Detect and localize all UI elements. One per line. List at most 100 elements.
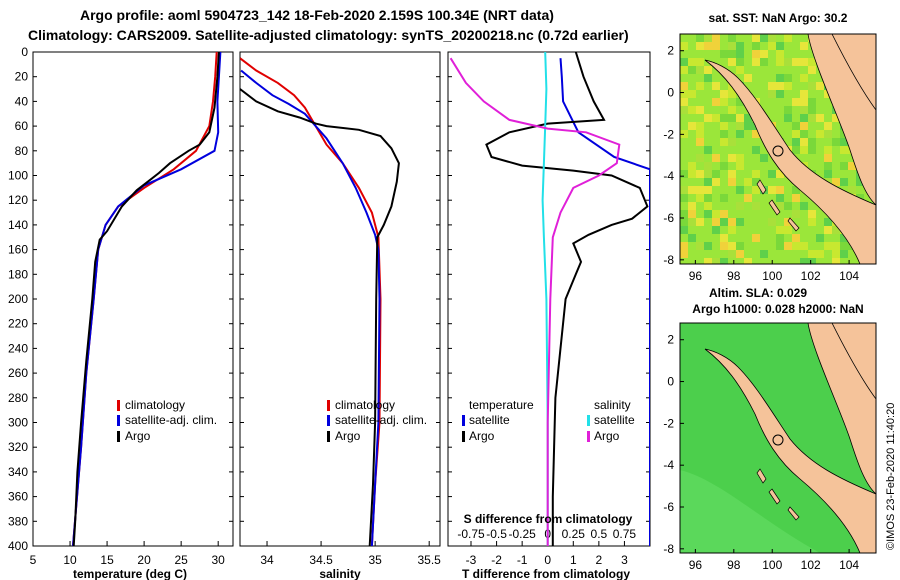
- sst-cell: [768, 90, 776, 98]
- sst-cell: [784, 218, 792, 226]
- sst-cell: [784, 242, 792, 250]
- sst-cell: [744, 74, 752, 82]
- sst-cell: [856, 178, 864, 186]
- legend-swatch-s-satellite: [587, 415, 590, 426]
- sst-cell: [696, 122, 704, 130]
- sst-cell: [800, 98, 808, 106]
- sst-cell: [704, 210, 712, 218]
- sst-cell: [792, 58, 800, 66]
- sst-cell: [808, 98, 816, 106]
- sst-cell: [832, 258, 840, 264]
- sst-cell: [704, 202, 712, 210]
- sst-cell: [680, 242, 688, 250]
- sst-cell: [760, 154, 768, 162]
- sst-cell: [720, 194, 728, 202]
- sst-cell: [776, 82, 784, 90]
- difference-plot-frame: [447, 51, 651, 547]
- map-y-tick-label: -8: [663, 542, 674, 556]
- sst-cell: [792, 234, 800, 242]
- sst-cell: [712, 154, 720, 162]
- sst-cell: [784, 82, 792, 90]
- depth-axis: 0 20 40 60 80 100 120 140 160 180 200 220 240 260 280 3…: [8, 45, 650, 553]
- sst-cell: [808, 58, 816, 66]
- argo-location-marker-2: [772, 434, 784, 446]
- sst-cell: [720, 138, 728, 146]
- sla-ocean-shade: [680, 470, 820, 553]
- sst-cell: [808, 218, 816, 226]
- sst-cell: [784, 114, 792, 122]
- sst-cell: [704, 114, 712, 122]
- sst-cell: [696, 170, 704, 178]
- sst-cell: [808, 210, 816, 218]
- legend-swatch-s-argo: [587, 431, 590, 442]
- salinity-series: [240, 57, 400, 546]
- sst-cell: [800, 106, 808, 114]
- sst-cell: [704, 194, 712, 202]
- sst-cell: [792, 210, 800, 218]
- sst-cell: [840, 138, 848, 146]
- sst-cell: [776, 242, 784, 250]
- sst-cell: [712, 42, 720, 50]
- sst-cell: [800, 74, 808, 82]
- map2-axes: 2 0 -2 -4 -6 -8 96 98 100 102 104: [663, 333, 859, 572]
- sst-cell: [848, 186, 856, 194]
- difference-xlabel: T difference from climatology: [462, 567, 630, 580]
- sst-cell: [696, 154, 704, 162]
- sst-cell: [680, 82, 688, 90]
- sst-cell: [680, 218, 688, 226]
- depth-tick-label: 360: [8, 490, 28, 504]
- sst-cell: [744, 258, 752, 264]
- sst-cell: [776, 226, 784, 234]
- legend-swatch-satellite: [117, 415, 120, 426]
- sst-cell: [696, 82, 704, 90]
- sst-cell: [688, 66, 696, 74]
- sst-cell: [736, 66, 744, 74]
- x-tick-label: 34: [260, 553, 274, 567]
- depth-tick-label: 80: [15, 144, 29, 158]
- sst-cell: [784, 202, 792, 210]
- x-tick-label: 20: [137, 553, 151, 567]
- sst-cell: [792, 122, 800, 130]
- sst-cell: [744, 194, 752, 202]
- sst-cell: [840, 146, 848, 154]
- sst-cell: [728, 154, 736, 162]
- sst-cell: [728, 90, 736, 98]
- depth-tick-label: 220: [8, 317, 28, 331]
- sst-cell: [720, 98, 728, 106]
- sst-cell: [680, 90, 688, 98]
- map-x-tick-label: 96: [689, 558, 703, 572]
- sst-cell: [728, 42, 736, 50]
- sst-cell: [688, 90, 696, 98]
- depth-tick-label: 180: [8, 267, 28, 281]
- sst-cell: [696, 106, 704, 114]
- argo-location-marker: [772, 145, 784, 157]
- sst-cell: [760, 58, 768, 66]
- x-tick-label: 25: [174, 553, 188, 567]
- sst-cell: [840, 242, 848, 250]
- x-tick-label: 5: [30, 553, 37, 567]
- sst-cell: [688, 170, 696, 178]
- map-x-tick-label: 98: [727, 269, 741, 283]
- series-line-argo: [72, 52, 220, 546]
- temperature-plot-frame: [32, 51, 234, 547]
- sst-cell: [808, 146, 816, 154]
- sst-cell: [752, 130, 760, 138]
- sst-cell: [736, 162, 744, 170]
- legend-swatch-climatology: [117, 400, 120, 411]
- difference-legend: temperature satellite Argo salinity sate…: [462, 398, 635, 443]
- sst-cell: [800, 202, 808, 210]
- sst-cell: [816, 130, 824, 138]
- sst-cell: [768, 42, 776, 50]
- sst-cell: [840, 234, 848, 242]
- temperature-xlabel: temperature (deg C): [73, 567, 187, 580]
- sst-cell: [760, 250, 768, 258]
- sst-cell: [848, 162, 856, 170]
- sst-cell: [760, 34, 768, 42]
- sst-cell: [680, 226, 688, 234]
- temperature-legend: climatology satellite-adj. clim. Argo: [117, 398, 217, 443]
- title-line-1: Argo profile: aoml 5904723_142 18-Feb-20…: [80, 7, 554, 23]
- sst-cell: [752, 146, 760, 154]
- sst-cell: [680, 194, 688, 202]
- sst-cell: [696, 138, 704, 146]
- map-y-tick-label: 2: [667, 44, 674, 58]
